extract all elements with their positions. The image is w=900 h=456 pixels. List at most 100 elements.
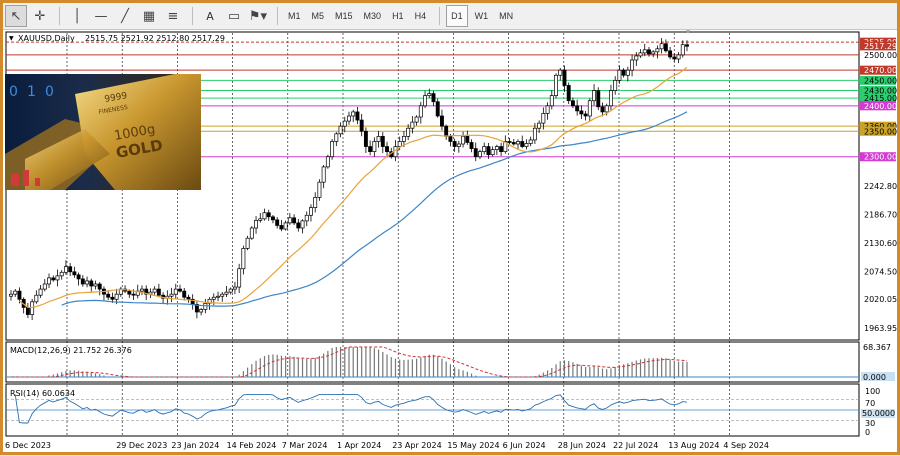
candle-body xyxy=(537,122,542,129)
price-label: 2415.00 xyxy=(864,94,897,103)
candle-body xyxy=(216,295,220,298)
candle-body xyxy=(469,142,474,149)
candle-body xyxy=(279,225,284,230)
timeframe-m15[interactable]: M15 xyxy=(335,11,353,21)
candle-body xyxy=(473,148,478,158)
candle-body xyxy=(554,74,558,96)
price-label: 2430.00 xyxy=(864,87,897,96)
candle-body xyxy=(448,136,453,142)
candle-body xyxy=(211,296,216,300)
price-chart-svg: 2525.002517.292500.002470.002450.002430.… xyxy=(5,26,897,450)
vertical-line-tool-icon[interactable]: │ xyxy=(73,8,81,24)
date-label: 6 Dec 2023 xyxy=(5,441,51,450)
candle-body xyxy=(59,271,64,277)
toolbar-separator xyxy=(277,7,278,25)
candle-body xyxy=(566,85,571,102)
rsi-indicator xyxy=(6,393,859,424)
candle-body xyxy=(317,181,322,198)
image-digit: 0 xyxy=(9,84,18,100)
candle-body xyxy=(321,166,326,183)
price-label-box xyxy=(860,93,896,103)
candle-body xyxy=(34,294,39,303)
channel-tool-icon[interactable]: ▦ xyxy=(142,8,156,24)
candle-body xyxy=(359,119,364,132)
candle-body xyxy=(93,283,98,287)
timeframe-m5[interactable]: M5 xyxy=(311,11,325,21)
candle-body xyxy=(106,293,111,298)
candle-body xyxy=(532,127,537,141)
candle-body xyxy=(520,141,525,147)
image-digit: 0 xyxy=(45,84,54,100)
trendline-tool-icon[interactable]: ╱ xyxy=(121,8,129,24)
candle-body xyxy=(55,275,60,281)
price-label: 1963.95 xyxy=(864,324,897,333)
crosshair-tool-icon[interactable]: ✛ xyxy=(34,8,46,24)
candle-body xyxy=(613,80,618,91)
candle-body xyxy=(275,219,280,226)
candle-body xyxy=(617,69,622,81)
chart-menu-icon[interactable]: ▼ xyxy=(9,35,14,42)
timeframe-w1[interactable]: W1 xyxy=(474,11,489,21)
candle-body xyxy=(156,288,161,296)
date-label: 23 Apr 2024 xyxy=(392,441,441,450)
cursor-tool-icon[interactable]: ↖ xyxy=(5,5,27,27)
candle-body xyxy=(583,113,588,117)
timeframe-d1[interactable]: D1 xyxy=(446,5,468,27)
horizontal-line-tool-icon[interactable]: — xyxy=(94,8,108,24)
candle-body xyxy=(131,293,136,296)
rsi-scale-30: 30 xyxy=(865,419,875,428)
candle-body xyxy=(444,125,449,137)
price-label: 2450.00 xyxy=(864,76,897,85)
timeframe-mn[interactable]: MN xyxy=(499,11,514,21)
candle-body xyxy=(427,93,432,96)
price-label-box xyxy=(860,75,896,85)
candle-body xyxy=(528,139,533,144)
arrows-tool-icon[interactable]: ⚑▾ xyxy=(248,8,268,24)
candle-body xyxy=(97,283,102,290)
vertical-grid xyxy=(66,33,730,436)
candle-body xyxy=(482,146,487,152)
shift-marker-icon[interactable]: ▼ xyxy=(685,26,692,35)
candle-body xyxy=(651,51,656,55)
image-text: 9999 xyxy=(104,91,129,105)
timeframe-h4[interactable]: H4 xyxy=(414,11,427,21)
candle-body xyxy=(625,69,630,76)
candle-body xyxy=(440,115,444,127)
date-label: 29 Dec 2023 xyxy=(116,441,167,450)
candle-body xyxy=(76,274,81,280)
timeframe-m30[interactable]: M30 xyxy=(363,11,382,21)
price-label-box xyxy=(860,152,896,162)
candle-body xyxy=(182,290,187,298)
timeframe-m1[interactable]: M1 xyxy=(288,11,301,21)
candle-body xyxy=(342,120,347,127)
candle-body xyxy=(258,218,263,221)
candle-body xyxy=(672,56,677,60)
candle-body xyxy=(596,90,601,108)
label-tool-icon[interactable]: ▭ xyxy=(227,8,241,24)
candle-body xyxy=(541,113,546,124)
candle-body xyxy=(630,59,635,71)
candle-body xyxy=(194,304,199,313)
fibonacci-tool-icon[interactable]: ≡ xyxy=(167,8,179,24)
candle-body xyxy=(452,141,457,147)
macd-scale-zero: 0.000 xyxy=(863,373,886,382)
candle-body xyxy=(338,125,343,135)
candle-body xyxy=(228,288,233,293)
candle-body xyxy=(494,146,499,150)
rsi-scale-100: 100 xyxy=(865,387,880,396)
date-axis: 6 Dec 2023 29 Dec 2023 23 Jan 2024 14 Feb 2… xyxy=(5,441,769,450)
candle-body xyxy=(423,95,428,107)
candle-body xyxy=(51,277,56,281)
candle-body xyxy=(220,293,225,297)
date-label: 14 Feb 2024 xyxy=(227,441,277,450)
candle-body xyxy=(562,69,567,86)
text-tool-icon[interactable]: A xyxy=(206,9,214,23)
candle-body xyxy=(347,115,351,122)
candle-body xyxy=(406,127,411,137)
timeframe-h1[interactable]: H1 xyxy=(392,11,404,21)
price-label-box xyxy=(860,101,896,111)
candle-body xyxy=(524,143,529,147)
candle-body xyxy=(385,146,389,152)
chart-area[interactable]: 2525.002517.292500.002470.002450.002430.… xyxy=(3,26,897,452)
candle-body xyxy=(334,133,339,142)
